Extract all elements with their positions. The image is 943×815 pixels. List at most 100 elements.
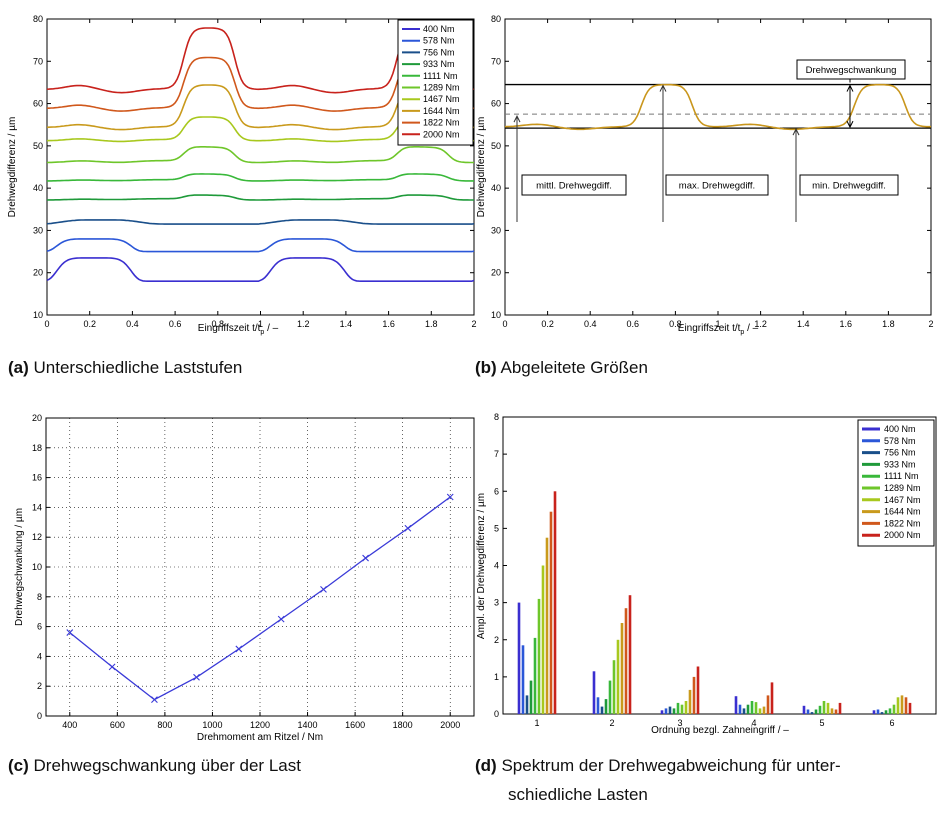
panel-d-bar <box>766 695 770 714</box>
panel-d-legend-label: 933 Nm <box>884 459 916 469</box>
panel-c-y-tick-label: 14 <box>32 502 42 512</box>
panel-c-x-tick-label: 2000 <box>440 720 460 730</box>
panel-a-series-line <box>46 194 474 201</box>
panel-c-y-tick-label: 12 <box>32 532 42 542</box>
panel-a-x-tick-label: 1 <box>258 319 263 329</box>
panel-b-annot-mittl-box <box>521 174 627 196</box>
panel-c-x-tick-label: 800 <box>157 720 172 730</box>
panel-c-x-tick-label: 1000 <box>202 720 222 730</box>
panel-a-legend-label: 2000 Nm <box>423 129 460 139</box>
panel-b-y-tick-label: 80 <box>491 14 501 24</box>
panel-d-bar <box>688 689 692 714</box>
panel-d-x-tick-label: 2 <box>609 718 614 728</box>
panel-d-bar <box>888 708 892 714</box>
panel-c-data-point <box>446 493 454 501</box>
panel-d-y-tick-label: 0 <box>494 709 499 719</box>
panel-a-series-line <box>47 173 474 182</box>
panel-b-y-tick-label: 60 <box>491 99 501 109</box>
panel-a-legend-label: 756 Nm <box>423 47 455 57</box>
panel-a-x-tick-label: 1.4 <box>340 319 353 329</box>
panel-b-y-tick-label: 30 <box>491 225 501 235</box>
panel-a-y-tick-label: 70 <box>33 56 43 66</box>
panel-c-data-point <box>235 645 243 653</box>
panel-c-data-point <box>404 524 412 532</box>
caption-d-text-2: schiedliche Lasten <box>508 785 648 804</box>
panel-d-bar <box>830 708 834 714</box>
panel-b-x-tick-label: 1 <box>715 319 720 329</box>
caption-a-label: (a) <box>8 358 29 377</box>
caption-b: (b) Abgeleitete Größen <box>475 356 648 380</box>
panel-d-bar <box>904 697 908 714</box>
panel-a-chart: 0 0.2 0.4 0.6 0.8 1 1.2 1.4 1.6 1.8 2 10 20 30 40 50 60 7… <box>7 14 477 336</box>
panel-b-chart: 0 0.2 0.4 0.6 0.8 1 1.2 1.4 1.6 1.8 2 10 20 30 40 50 60 7… <box>476 14 934 336</box>
panel-d-bar <box>608 680 612 714</box>
panel-c-data-point <box>193 673 200 681</box>
panel-d-bar <box>612 660 616 714</box>
panel-d-bar <box>770 682 774 714</box>
panel-a-x-tick-label: 1.2 <box>297 319 310 329</box>
panel-d-legend-label: 1111 Nm <box>884 471 919 481</box>
panel-b-x-tick-label: 2 <box>928 319 933 329</box>
panel-b-mittl-arrow-head <box>513 115 521 123</box>
caption-c: (c) Drehwegschwankung über der Last <box>8 754 301 778</box>
caption-d-text-1: Spektrum der Drehwegabweichung für unter… <box>501 756 841 775</box>
panel-c-y-label: Drehwegschwankung / µm <box>14 508 25 626</box>
caption-a: (a) Unterschiedliche Laststufen <box>8 356 242 380</box>
panel-b-min-arrow-head <box>792 127 800 136</box>
panel-c-data-point <box>151 696 158 703</box>
panel-a-y-tick-label: 80 <box>33 14 43 24</box>
panel-d-bar <box>738 704 742 714</box>
panel-d-bar <box>742 708 746 714</box>
panel-b-annot-max-text: max. Drehwegdiff. <box>679 181 755 192</box>
panel-c-x-tick-label: 1400 <box>298 720 318 730</box>
panel-a-x-tick-label: 1.6 <box>382 319 395 329</box>
panel-d-y-tick-label: 6 <box>494 486 499 496</box>
panel-d-bar <box>692 676 696 714</box>
panel-d-bar <box>545 537 549 714</box>
panel-c-y-tick-label: 20 <box>32 413 42 423</box>
panel-d-y-tick-label: 8 <box>494 412 499 422</box>
panel-d-bar <box>758 708 762 714</box>
panel-b-annot-max-box <box>665 174 769 196</box>
panel-c-chart: 400 600 800 1000 1200 1400 1600 1800 2000 0 2 4 6 8 10… <box>14 413 475 743</box>
panel-d-x-tick-label: 5 <box>819 718 824 728</box>
panel-d-bar <box>810 712 814 714</box>
panel-b-x-tick-label: 1.6 <box>840 319 853 329</box>
caption-a-text: Unterschiedliche Laststufen <box>33 358 243 377</box>
panel-d-bar <box>880 712 884 714</box>
panel-b-x-label: Eingriffszeit t/tp / – <box>678 323 759 336</box>
panel-d-bar <box>660 710 664 714</box>
panel-d-legend-label: 2000 Nm <box>884 530 921 540</box>
panel-d-bar <box>908 702 912 714</box>
panel-c-x-tick-label: 400 <box>62 720 77 730</box>
panel-a-x-tick-label: 0 <box>44 319 49 329</box>
panel-b-y-tick-label: 70 <box>491 56 501 66</box>
caption-c-label: (c) <box>8 756 29 775</box>
panel-d-bar <box>762 706 766 714</box>
panel-d-bar <box>541 565 545 714</box>
panel-b-y-tick-label: 40 <box>491 183 501 193</box>
panel-c-data-point <box>320 585 327 593</box>
panel-d-bar <box>521 645 525 714</box>
panel-c-series-line <box>69 496 451 701</box>
panel-d-x-tick-label: 3 <box>677 718 682 728</box>
panel-a-legend-label: 1644 Nm <box>423 106 460 116</box>
panel-a-legend-label: 400 Nm <box>423 24 455 34</box>
panel-d-bar <box>672 708 676 714</box>
panel-b-y-tick-label: 50 <box>491 141 501 151</box>
panel-c-data-point <box>277 615 285 623</box>
panel-b-series-line <box>504 83 931 131</box>
panel-d-x-tick-label: 6 <box>889 718 894 728</box>
panel-d-bar <box>553 491 557 715</box>
panel-a-series-line <box>46 219 475 225</box>
panel-c-y-tick-label: 2 <box>37 681 42 691</box>
panel-b-x-tick-label: 0.6 <box>627 319 640 329</box>
panel-d-bar <box>892 704 896 714</box>
panel-d-bar <box>592 671 596 714</box>
panel-d-bar <box>746 704 750 714</box>
panel-d-bar <box>826 702 830 714</box>
panel-d-bar <box>620 623 624 714</box>
panel-a-x-tick-label: 0.4 <box>126 319 139 329</box>
